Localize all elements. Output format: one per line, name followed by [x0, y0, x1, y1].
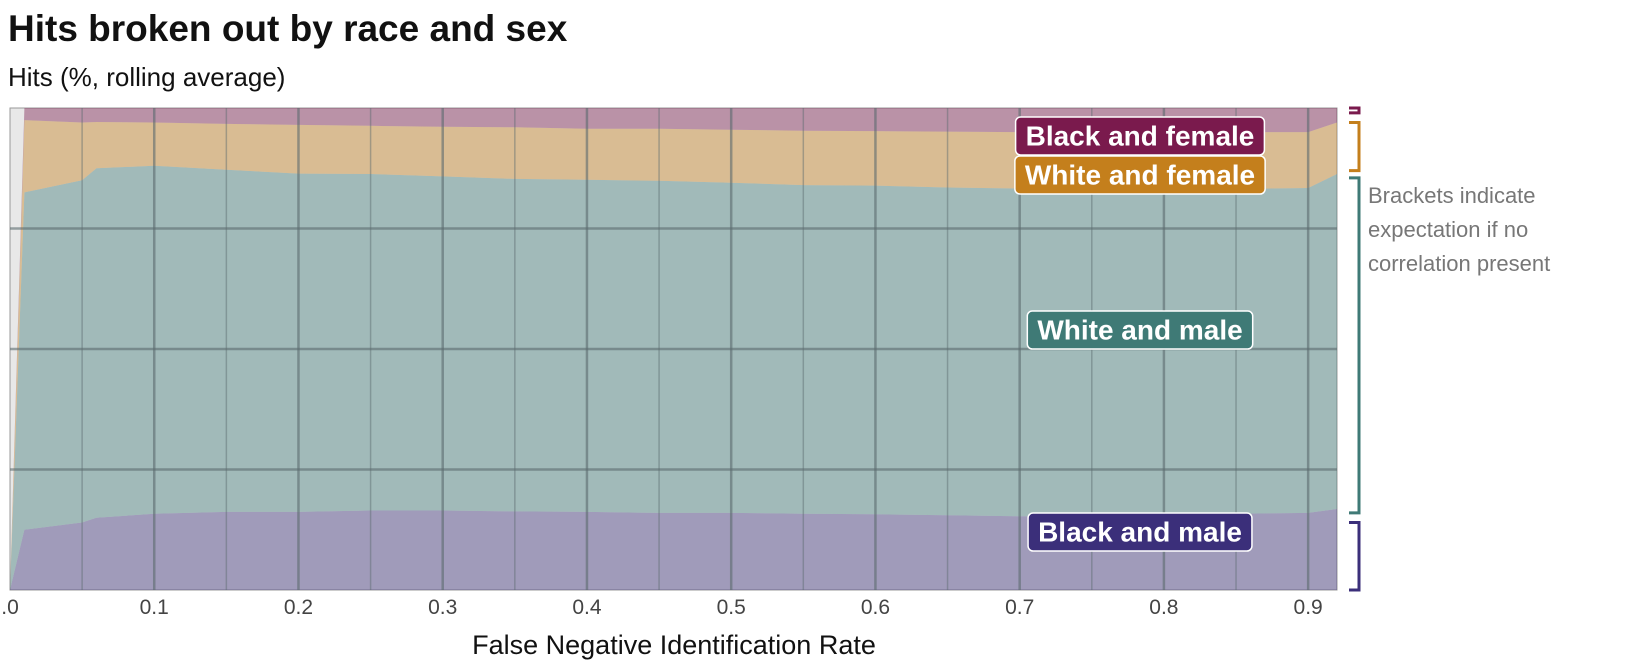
area-black-and-male [10, 509, 1337, 590]
expectation-brackets [1349, 106, 1361, 592]
label-text: White and female [1025, 160, 1255, 191]
x-tick-label: 0.8 [1149, 596, 1178, 619]
label-black-and-male: Black and male [1027, 512, 1253, 552]
area-white-and-male [10, 165, 1337, 591]
note-line: expectation if no [1368, 217, 1528, 242]
label-box-bg [1026, 310, 1254, 350]
label-box-bg [1014, 116, 1266, 156]
label-box-bg [1027, 512, 1253, 552]
bracket-note: Brackets indicate expectation if no correl… [1368, 183, 1550, 276]
chart-title: Hits broken out by race and sex [8, 8, 568, 49]
x-axis-ticks: .0 0.1 0.2 0.3 0.4 0.5 0.6 0.7 0.8 0.9 [1, 596, 1323, 619]
bracket-black-and-female [1349, 106, 1361, 115]
x-tick-label: 0.9 [1294, 596, 1323, 619]
bracket-white-and-male [1349, 176, 1361, 515]
x-tick-label: 0.1 [140, 596, 169, 619]
bracket-white-and-female [1349, 120, 1361, 173]
x-tick-label: 0.4 [572, 596, 602, 619]
x-tick-label: 0.5 [717, 596, 746, 619]
note-line: Brackets indicate [1368, 183, 1536, 208]
x-tick-label: .0 [1, 596, 19, 619]
label-white-and-female: White and female [1014, 155, 1266, 195]
label-white-and-male: White and male [1026, 310, 1254, 350]
chart-subtitle: Hits (%, rolling average) [8, 62, 286, 92]
x-tick-label: 0.6 [861, 596, 890, 619]
x-tick-label: 0.2 [284, 596, 313, 619]
label-black-and-female: Black and female [1014, 116, 1266, 156]
note-line: correlation present [1368, 251, 1550, 276]
series-labels: Black and male White and male White and fe… [1014, 116, 1266, 552]
label-text: Black and male [1038, 517, 1242, 548]
label-text: Black and female [1026, 121, 1255, 152]
label-text: White and male [1037, 315, 1242, 346]
label-box-bg [1014, 155, 1266, 195]
bracket-black-and-male [1349, 521, 1361, 592]
x-axis-label: False Negative Identification Rate [472, 630, 876, 660]
x-tick-label: 0.3 [428, 596, 457, 619]
x-tick-label: 0.7 [1005, 596, 1034, 619]
